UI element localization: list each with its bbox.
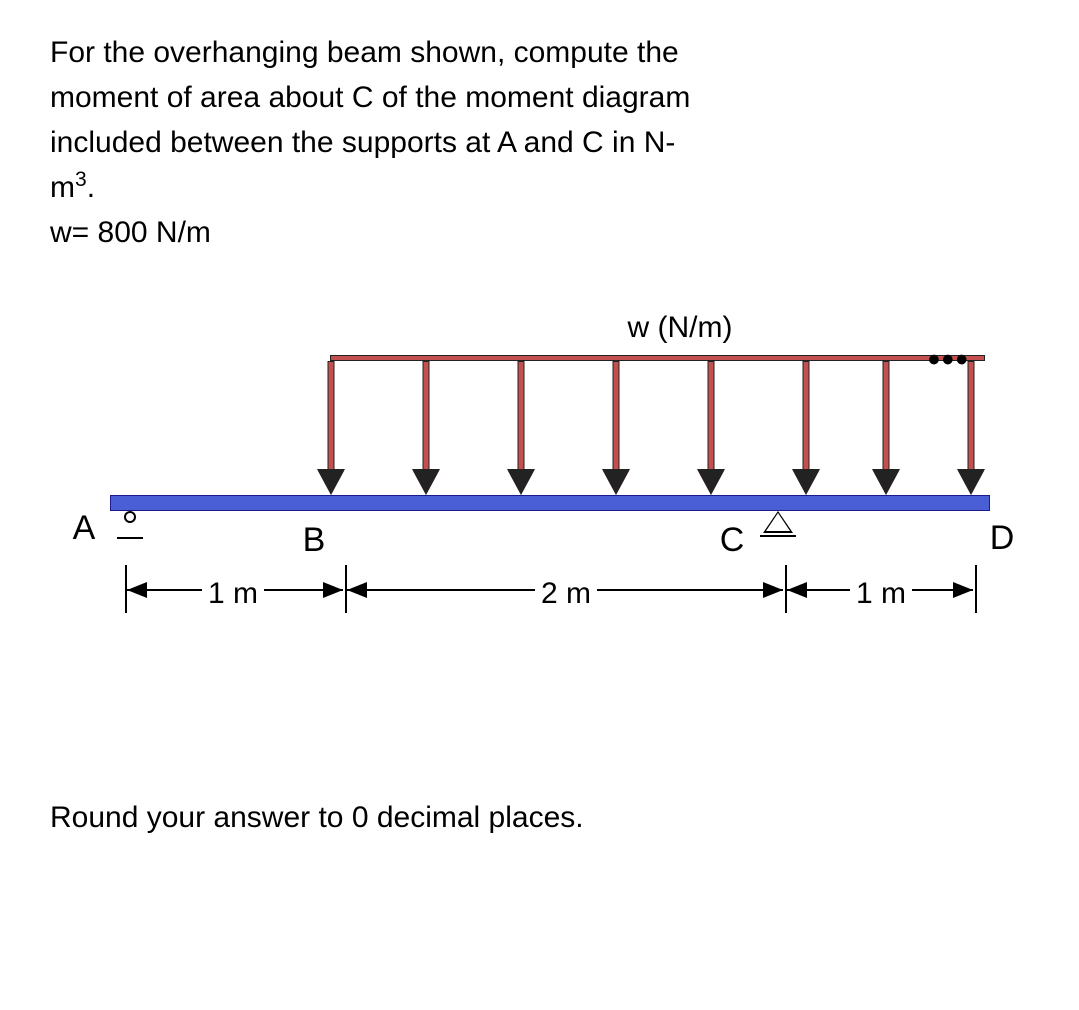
- support-a: [117, 511, 143, 539]
- load-arrow-2: [412, 355, 440, 495]
- dim-arrow-ab-r: [323, 582, 343, 598]
- rounding-instruction: Round your answer to 0 decimal places.: [50, 795, 1029, 840]
- dim-arrow-bc-r: [763, 582, 783, 598]
- problem-line-2: moment of area about C of the moment dia…: [50, 81, 690, 114]
- point-label-d: D: [982, 513, 1022, 564]
- point-label-b: B: [294, 515, 334, 566]
- exponent-3: 3: [75, 168, 87, 191]
- load-arrow-3: [507, 355, 535, 495]
- point-label-c: C: [712, 515, 752, 566]
- problem-line-4-post: .: [87, 171, 95, 204]
- problem-line-3: included between the supports at A and C…: [50, 126, 675, 159]
- problem-line-1: For the overhanging beam shown, compute …: [50, 36, 679, 69]
- distributed-load-label: w (N/m): [580, 305, 780, 350]
- dim-label-ab: 1 m: [202, 571, 264, 616]
- support-c: [760, 511, 796, 541]
- beam-diagram: w (N/m) ••• A B C D 1 m 2 m 1 m: [50, 305, 1010, 705]
- dim-label-cd: 1 m: [850, 571, 912, 616]
- dim-arrow-cd-l: [787, 582, 807, 598]
- dim-tick-d: [975, 565, 977, 613]
- dim-arrow-cd-r: [953, 582, 973, 598]
- load-arrow-6: [792, 355, 820, 495]
- dim-arrow-ab-l: [127, 582, 147, 598]
- w-value: w= 800 N/m: [50, 216, 211, 249]
- problem-statement: For the overhanging beam shown, compute …: [50, 30, 1029, 255]
- load-arrow-8: [957, 355, 985, 495]
- dim-label-bc: 2 m: [535, 571, 597, 616]
- load-arrow-4: [602, 355, 630, 495]
- load-arrow-1: [317, 355, 345, 495]
- dim-arrow-bc-l: [347, 582, 367, 598]
- point-label-a: A: [64, 503, 104, 554]
- load-arrow-7: [872, 355, 900, 495]
- load-arrow-5: [697, 355, 725, 495]
- problem-line-4-pre: m: [50, 171, 75, 204]
- beam: [110, 495, 990, 511]
